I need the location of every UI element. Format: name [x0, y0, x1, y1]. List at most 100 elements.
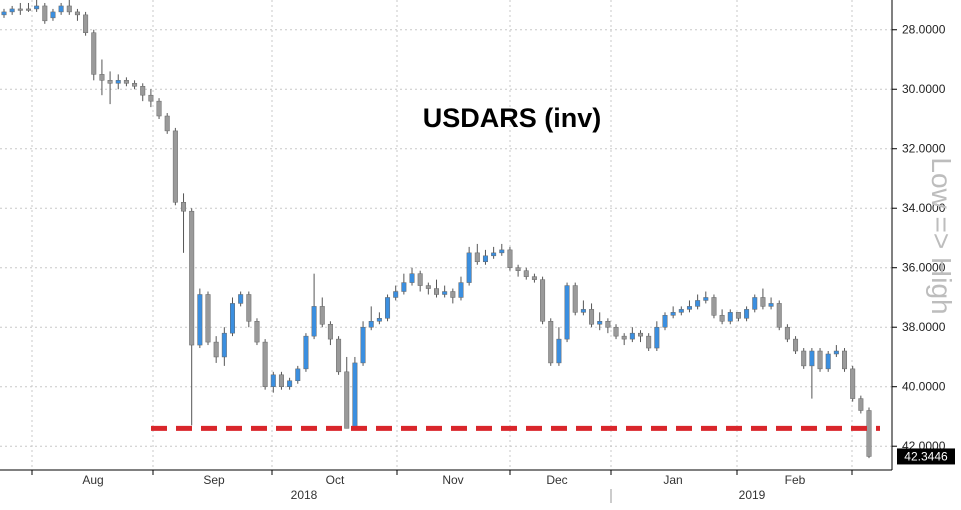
candle: [344, 356, 350, 429]
candle-body: [450, 291, 456, 298]
candle-body: [776, 303, 782, 328]
last-price-badge: 42.3446: [897, 448, 955, 465]
candle: [172, 127, 178, 206]
candle: [809, 348, 815, 399]
x-label-nov: Nov: [442, 473, 463, 487]
candle: [376, 312, 382, 325]
candle-body: [197, 294, 203, 346]
candle-body: [442, 291, 448, 295]
candle-body: [580, 309, 586, 313]
candle-body: [482, 255, 488, 263]
candle: [425, 282, 431, 295]
candle-body: [401, 282, 407, 292]
candle-body: [523, 270, 529, 277]
candle: [246, 291, 252, 328]
last-price-box: [897, 448, 955, 465]
candle-body: [842, 350, 848, 370]
candle-body: [327, 323, 333, 340]
candle-body: [695, 300, 701, 307]
candle-body: [246, 294, 252, 322]
candle: [401, 273, 407, 295]
candle: [670, 306, 676, 319]
candle: [474, 243, 480, 265]
candle-body: [303, 335, 309, 370]
candle-body: [50, 11, 56, 19]
candle-body: [319, 306, 325, 325]
candle: [156, 98, 162, 119]
candle: [678, 306, 684, 316]
candle: [164, 113, 170, 134]
candle: [866, 407, 872, 459]
candle-body: [107, 80, 113, 84]
x-label-2019: 2019: [739, 488, 766, 502]
y-tick-label: 28.0000: [902, 23, 946, 37]
candle: [197, 288, 203, 349]
candle: [205, 291, 211, 346]
candle: [74, 8, 80, 21]
candle-body: [850, 368, 856, 399]
candle: [515, 264, 521, 277]
candle: [760, 288, 766, 310]
candle: [1, 8, 7, 18]
candle: [548, 318, 554, 366]
x-axis-ticks: [31, 470, 853, 475]
candle-body: [768, 303, 774, 307]
candle-body: [278, 374, 284, 387]
candle-body: [352, 362, 358, 429]
candle-body: [425, 285, 431, 289]
candle-body: [148, 94, 154, 102]
candle: [662, 312, 668, 331]
candle: [352, 356, 358, 429]
candle-body: [262, 341, 268, 387]
candle-body: [825, 353, 831, 370]
candle-body: [866, 410, 872, 457]
x-label-jan: Jan: [663, 473, 682, 487]
candle: [711, 294, 717, 319]
candle: [776, 300, 782, 331]
candle-body: [9, 8, 15, 13]
candle-body: [91, 32, 97, 75]
candle-body: [311, 306, 317, 337]
candle: [793, 336, 799, 354]
y-tick-label: 30.0000: [902, 82, 946, 96]
candle: [66, 0, 72, 15]
candle-body: [254, 321, 260, 343]
candle-body: [670, 312, 676, 316]
candle: [254, 318, 260, 346]
candle-body: [686, 306, 692, 310]
candle: [319, 297, 325, 328]
candle-body: [752, 297, 758, 310]
candle: [99, 59, 105, 96]
candle-body: [17, 8, 23, 11]
candle: [295, 365, 301, 384]
candle-body: [572, 285, 578, 313]
candle-body: [181, 202, 187, 212]
candle: [189, 208, 195, 426]
y-tick-label: 40.0000: [902, 380, 946, 394]
candle-body: [589, 309, 595, 325]
candle: [287, 377, 293, 390]
x-label-2018: 2018: [291, 488, 318, 502]
candle: [17, 2, 23, 15]
candle: [580, 300, 586, 316]
candle-body: [83, 14, 89, 33]
candle-body: [735, 312, 741, 319]
candle-body: [817, 350, 823, 370]
candle: [507, 246, 513, 271]
candle-body: [393, 291, 399, 298]
candle-body: [295, 368, 301, 382]
x-label-feb: Feb: [785, 473, 806, 487]
candle: [327, 321, 333, 346]
candle: [752, 294, 758, 313]
candle: [417, 270, 423, 292]
candle-body: [597, 321, 603, 325]
candle: [140, 83, 146, 102]
candle-body: [548, 321, 554, 364]
candle-body: [727, 312, 733, 322]
y-tick-label: 32.0000: [902, 142, 946, 156]
candle-body: [466, 252, 472, 283]
candle-body: [784, 326, 790, 340]
candle-body: [605, 321, 611, 328]
candle: [491, 246, 497, 259]
candle-body: [793, 338, 799, 352]
